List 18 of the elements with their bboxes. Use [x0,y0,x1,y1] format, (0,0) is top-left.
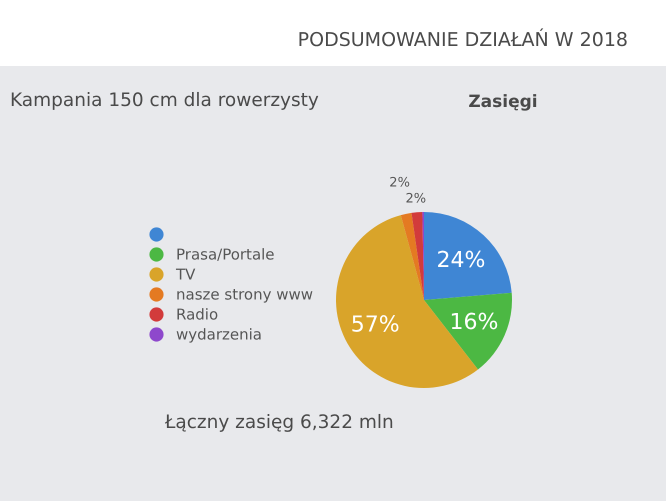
text: PODSUMOWANIE DZIAŁAŃ W 2018 [298,28,628,51]
data-label: 24% [436,248,486,273]
legend-label: TV [175,266,196,284]
pie-slice [424,292,512,370]
data-label: 16% [449,310,498,335]
legend-label: Radio [176,306,218,324]
legend-label: wydarzenia [176,326,262,344]
data-label: 57% [350,312,400,338]
chart-subtitle: Kampania 150 cm dla rowerzysty [10,90,319,111]
legend-label: Prasa/Portale [176,246,275,264]
pie-slice [411,212,424,300]
chart-title: Zasięgi [468,92,538,112]
data-label: 2% [405,191,426,206]
pie-slice [424,212,512,300]
pie-slice [400,212,424,300]
legend-label: nasze strony www [176,286,314,304]
data-label: 2% [389,176,410,191]
text: Łączny zasięg 6,322 mln [164,412,394,433]
